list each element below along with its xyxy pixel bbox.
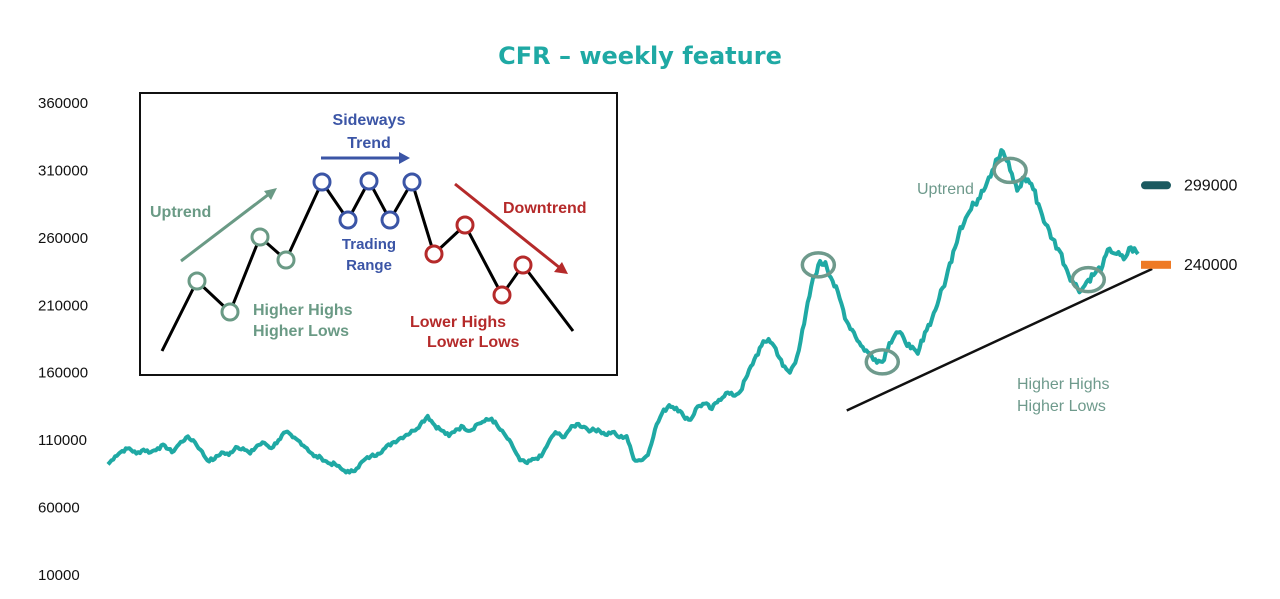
series-line xyxy=(106,148,1140,475)
inset-label-trend: Trend xyxy=(347,135,391,152)
inset-label-trading: Trading xyxy=(342,236,396,253)
annotation-uptrend: Uptrend xyxy=(917,181,974,198)
inset-label-sideways: Sideways xyxy=(333,112,406,129)
y-tick-label: 310000 xyxy=(38,162,88,179)
y-tick-label: 210000 xyxy=(38,297,88,314)
inset-label-lower-lows: Lower Lows xyxy=(427,334,520,351)
inset-pivot-6 xyxy=(338,210,358,230)
inset-label-higher-lows: Higher Lows xyxy=(253,323,349,340)
inset-label-range: Range xyxy=(346,257,392,274)
inset-pivot-11 xyxy=(455,215,475,235)
inset-pivot-9 xyxy=(402,172,422,192)
pivot-highlight-circle xyxy=(800,251,837,279)
price-callouts: 299000 240000 xyxy=(1141,177,1237,274)
chart-title: CFR – weekly feature xyxy=(498,42,782,70)
y-tick-label: 160000 xyxy=(38,365,88,382)
annotation-higher-highs: Higher Highs xyxy=(1017,376,1109,393)
y-tick-label: 110000 xyxy=(38,432,87,449)
inset-pivot-3 xyxy=(250,227,270,247)
callout-marker-240000 xyxy=(1141,260,1171,269)
highlight-circles xyxy=(800,156,1107,376)
inset-pivot-8 xyxy=(380,210,400,230)
inset-label-higher-highs: Higher Highs xyxy=(253,302,353,319)
inset-label-uptrend: Uptrend xyxy=(150,204,211,221)
inset-pivot-7 xyxy=(359,171,379,191)
inset-pivot-5 xyxy=(312,172,332,192)
y-tick-label: 60000 xyxy=(38,500,80,517)
inset-pivot-13 xyxy=(513,255,533,275)
pivot-highlight-circle xyxy=(1070,265,1107,294)
inset-label-lower-highs: Lower Highs xyxy=(410,314,506,331)
inset-pivot-2 xyxy=(220,302,240,322)
inset-downtrend-arrowhead xyxy=(554,262,568,274)
support-trendline xyxy=(846,267,1153,412)
y-tick-label: 260000 xyxy=(38,230,88,247)
callout-marker-299000 xyxy=(1141,181,1171,190)
price-line xyxy=(106,148,1140,475)
callout-label-299000: 299000 xyxy=(1184,177,1237,194)
inset-sideways-arrowhead xyxy=(399,152,410,164)
inset-pivot-10 xyxy=(424,244,444,264)
inset-uptrend-arrowhead xyxy=(264,188,277,200)
y-tick-label: 10000 xyxy=(38,567,80,584)
y-tick-label: 360000 xyxy=(38,95,88,112)
inset-downtrend-arrow xyxy=(454,182,561,270)
trend-inset: Uptrend Sideways Trend Trading Range Hig… xyxy=(139,92,618,376)
inset-label-downtrend: Downtrend xyxy=(503,200,587,217)
inset-pivot-12 xyxy=(492,285,512,305)
pivot-highlight-circle xyxy=(992,156,1028,185)
inset-frame xyxy=(139,92,618,376)
inset-pivot-1 xyxy=(187,271,207,291)
inset-uptrend-arrow xyxy=(180,189,274,263)
inset-pivot-4 xyxy=(276,250,296,270)
annotation-higher-lows: Higher Lows xyxy=(1017,398,1106,415)
trendline xyxy=(846,267,1153,412)
callout-label-240000: 240000 xyxy=(1184,257,1237,274)
pivot-highlight-circle xyxy=(864,348,901,376)
y-axis: 360000 310000 260000 210000 160000 110000 6000… xyxy=(38,95,88,584)
